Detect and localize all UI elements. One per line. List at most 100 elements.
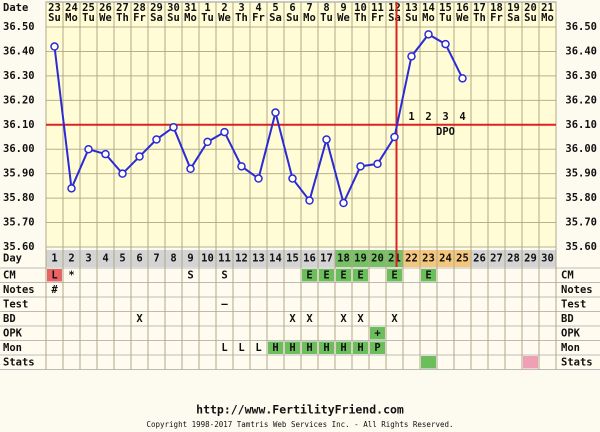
y-tick-label-right: 35.80 bbox=[565, 192, 597, 204]
cell-bg bbox=[285, 341, 300, 354]
y-tick-label: 36.20 bbox=[3, 94, 35, 106]
date-label: 30 bbox=[167, 2, 180, 14]
day-cell bbox=[352, 250, 369, 267]
date-label: 26 bbox=[99, 2, 112, 14]
y-tick-label: 36.50 bbox=[3, 21, 35, 33]
cell-text: L bbox=[51, 269, 57, 281]
day-cell bbox=[301, 250, 318, 267]
cell-text: L bbox=[238, 342, 244, 354]
temp-point bbox=[288, 174, 297, 183]
weekday-label: Mo bbox=[184, 12, 197, 24]
day-label: 28 bbox=[507, 253, 520, 265]
cell-text: E bbox=[391, 269, 397, 281]
date-label: 14 bbox=[422, 2, 435, 14]
date-label: 3 bbox=[238, 2, 244, 14]
cell-text: X bbox=[136, 313, 143, 325]
day-cell bbox=[199, 250, 216, 267]
date-label: 16 bbox=[456, 2, 469, 14]
date-label: 7 bbox=[306, 2, 312, 14]
day-label: 12 bbox=[235, 253, 248, 265]
row-label: CM bbox=[3, 269, 16, 281]
y-tick-label: 35.60 bbox=[3, 241, 35, 253]
day-cell bbox=[182, 250, 199, 267]
cell-bg bbox=[421, 356, 436, 369]
cell-text: X bbox=[340, 313, 347, 325]
date-label: 18 bbox=[490, 2, 503, 14]
row-label: Notes bbox=[3, 284, 35, 296]
day-label: 23 bbox=[422, 253, 435, 265]
y-tick-label: 35.80 bbox=[3, 192, 35, 204]
temp-point bbox=[373, 159, 382, 169]
day-cell bbox=[250, 250, 267, 267]
temp-point bbox=[67, 184, 76, 193]
date-label: 27 bbox=[116, 2, 129, 14]
y-tick-label: 35.90 bbox=[3, 168, 35, 180]
cell-text: E bbox=[425, 269, 431, 281]
day-cell bbox=[539, 250, 556, 267]
cell-bg bbox=[302, 341, 317, 354]
day-cell bbox=[386, 250, 403, 267]
cell-bg bbox=[353, 269, 368, 282]
weekday-label: Fr bbox=[133, 12, 146, 24]
day-label: 5 bbox=[119, 253, 125, 265]
day-cell bbox=[97, 250, 114, 267]
weekday-label: Sa bbox=[150, 12, 163, 24]
day-cell bbox=[369, 250, 386, 267]
day-label: 21 bbox=[388, 253, 401, 265]
date-label: 6 bbox=[289, 2, 295, 14]
y-tick-label-right: 35.90 bbox=[565, 168, 597, 180]
weekday-label: Sa bbox=[269, 12, 282, 24]
row-label-right: Stats bbox=[561, 356, 593, 368]
row-label-right: OPK bbox=[561, 327, 581, 339]
y-tick-label-right: 36.00 bbox=[565, 143, 597, 155]
weekday-label: Th bbox=[354, 12, 367, 24]
y-tick-label: 36.40 bbox=[3, 45, 35, 57]
weekday-label: Mo bbox=[303, 12, 316, 24]
day-label: 27 bbox=[490, 253, 503, 265]
day-cell bbox=[233, 250, 250, 267]
weekday-label: Sa bbox=[388, 12, 401, 24]
day-label: 26 bbox=[473, 253, 486, 265]
date-label: 24 bbox=[65, 2, 78, 14]
temp-point bbox=[407, 52, 416, 61]
day-label: 1 bbox=[51, 253, 57, 265]
cell-text: * bbox=[68, 269, 74, 281]
weekday-label: We bbox=[99, 12, 112, 24]
day-cell bbox=[403, 250, 420, 267]
weekday-label: Fr bbox=[252, 12, 265, 24]
weekday-label: Mo bbox=[422, 12, 435, 24]
weekday-label: We bbox=[337, 12, 350, 24]
day-cell bbox=[437, 250, 454, 267]
row-label: Mon bbox=[3, 342, 22, 354]
date-label: 20 bbox=[524, 2, 537, 14]
cell-text: E bbox=[306, 269, 312, 281]
weekday-label: Mo bbox=[65, 12, 78, 24]
cell-text: X bbox=[306, 313, 313, 325]
day-cell bbox=[46, 250, 63, 267]
day-label: 10 bbox=[201, 253, 214, 265]
day-cell bbox=[488, 250, 505, 267]
temp-point bbox=[220, 127, 229, 137]
date-label: 15 bbox=[439, 2, 452, 14]
date-label: 19 bbox=[507, 2, 520, 14]
cell-text: H bbox=[357, 342, 363, 354]
date-label: 4 bbox=[255, 2, 261, 14]
weekday-label: Su bbox=[286, 12, 299, 24]
cell-bg bbox=[370, 341, 385, 354]
temp-point bbox=[50, 42, 59, 51]
day-cell bbox=[114, 250, 131, 267]
date-label: 9 bbox=[340, 2, 346, 14]
cell-bg bbox=[268, 341, 283, 354]
weekday-label: Th bbox=[116, 12, 129, 24]
temp-point bbox=[186, 164, 195, 174]
day-cell bbox=[284, 250, 301, 267]
date-label: 17 bbox=[473, 2, 486, 14]
cell-text: P bbox=[374, 342, 380, 354]
cell-text: E bbox=[323, 269, 329, 281]
cell-bg bbox=[336, 341, 351, 354]
day-label: 13 bbox=[252, 253, 265, 265]
date-label: Date bbox=[3, 2, 28, 14]
day-cell bbox=[63, 250, 80, 267]
weekday-label: Tu bbox=[320, 12, 333, 24]
